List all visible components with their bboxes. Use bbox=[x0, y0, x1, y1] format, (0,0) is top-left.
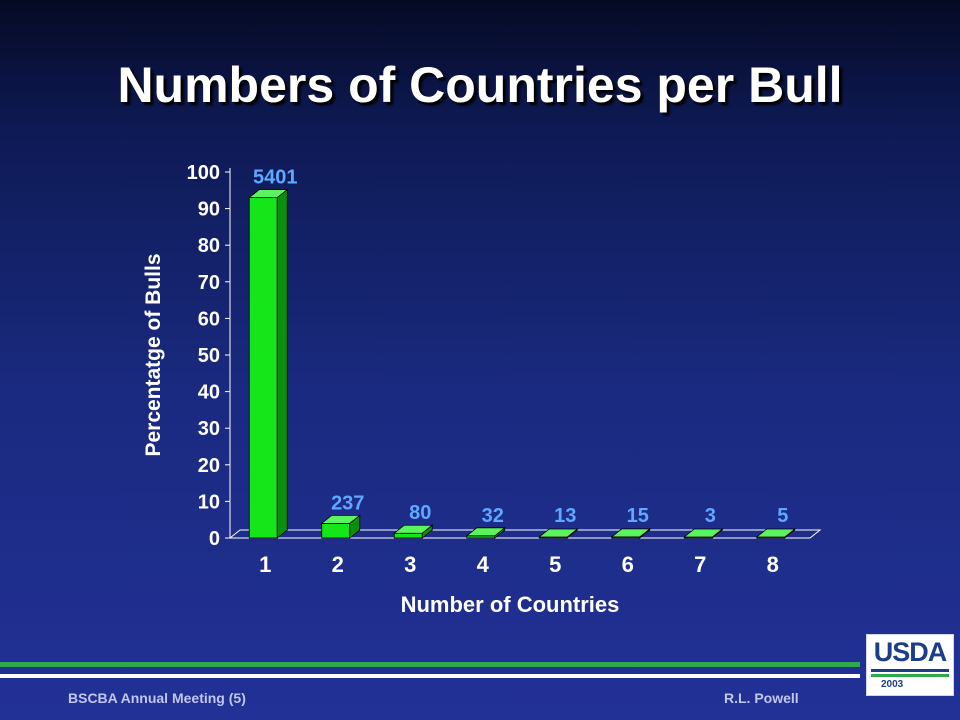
bar-data-label: 237 bbox=[331, 492, 364, 514]
bar-top bbox=[538, 528, 579, 538]
y-axis-title: Percentatge of Bulls bbox=[142, 253, 165, 456]
y-tick-label: 0 bbox=[209, 528, 220, 550]
footer-divider-white bbox=[0, 674, 860, 678]
bar-data-label: 32 bbox=[482, 505, 504, 527]
bar-top bbox=[320, 514, 361, 524]
bar-data-label: 80 bbox=[409, 502, 431, 524]
logo-stripe-blue bbox=[871, 669, 949, 672]
x-tick-label: 6 bbox=[622, 552, 634, 577]
y-tick-label: 100 bbox=[187, 162, 220, 184]
y-tick-label: 10 bbox=[198, 491, 220, 513]
footer-author-label: R.L. Powell bbox=[724, 690, 799, 706]
x-tick-label: 5 bbox=[549, 552, 561, 577]
y-tick-label: 70 bbox=[198, 272, 220, 294]
bar-top bbox=[465, 527, 506, 537]
bar-data-label: 5 bbox=[777, 505, 788, 527]
bar-chart: 0 10 20 30 40 50 60 70 80 90 100 Percentatge of Bul… bbox=[142, 162, 822, 617]
bar-side bbox=[276, 188, 288, 539]
usda-logo-text: USDA bbox=[873, 637, 948, 667]
y-tick-label: 90 bbox=[198, 199, 220, 221]
bar-data-label: 13 bbox=[554, 505, 576, 527]
chart-axes: 0 10 20 30 40 50 60 70 80 90 100 Percentatge of Bul… bbox=[142, 162, 822, 617]
usda-logo: USDA 2003 bbox=[866, 634, 954, 696]
bar-top bbox=[393, 524, 434, 534]
logo-stripe-green bbox=[871, 674, 949, 677]
x-tick-label: 3 bbox=[404, 552, 416, 577]
y-tick-label: 30 bbox=[198, 418, 220, 440]
bar-top bbox=[683, 528, 724, 538]
y-tick-label: 60 bbox=[198, 308, 220, 330]
bar-top bbox=[248, 189, 289, 199]
bar-top bbox=[610, 528, 651, 538]
y-tick-label: 80 bbox=[198, 235, 220, 257]
footer-meeting-label: BSCBA Annual Meeting (5) bbox=[68, 690, 246, 706]
bar-front bbox=[321, 522, 351, 539]
y-tick-label: 50 bbox=[198, 345, 220, 367]
logo-year: 2003 bbox=[881, 679, 904, 690]
chart-floor bbox=[228, 529, 822, 539]
bar-front bbox=[393, 532, 423, 539]
y-tick-label: 20 bbox=[198, 455, 220, 477]
x-tick-label: 2 bbox=[332, 552, 344, 577]
bar-data-label: 5401 bbox=[253, 167, 298, 189]
bar-data-label: 15 bbox=[627, 505, 649, 527]
y-tick-label: 40 bbox=[198, 382, 220, 404]
bar-front bbox=[248, 197, 278, 539]
chart-labels: 1 5401 2 237 3 80 4 32 5 13 6 15 7 3 8 5 bbox=[253, 167, 788, 577]
chart-bars bbox=[248, 188, 796, 539]
x-tick-label: 4 bbox=[477, 552, 490, 577]
footer-divider-green bbox=[0, 662, 860, 667]
x-tick-label: 7 bbox=[694, 552, 706, 577]
slide-title: Numbers of Countries per Bull bbox=[117, 57, 843, 113]
x-tick-label: 8 bbox=[767, 552, 779, 577]
bar-top bbox=[755, 528, 796, 538]
x-tick-label: 1 bbox=[259, 552, 271, 577]
bar-data-label: 3 bbox=[705, 505, 716, 527]
x-axis-title: Number of Countries bbox=[401, 592, 620, 617]
